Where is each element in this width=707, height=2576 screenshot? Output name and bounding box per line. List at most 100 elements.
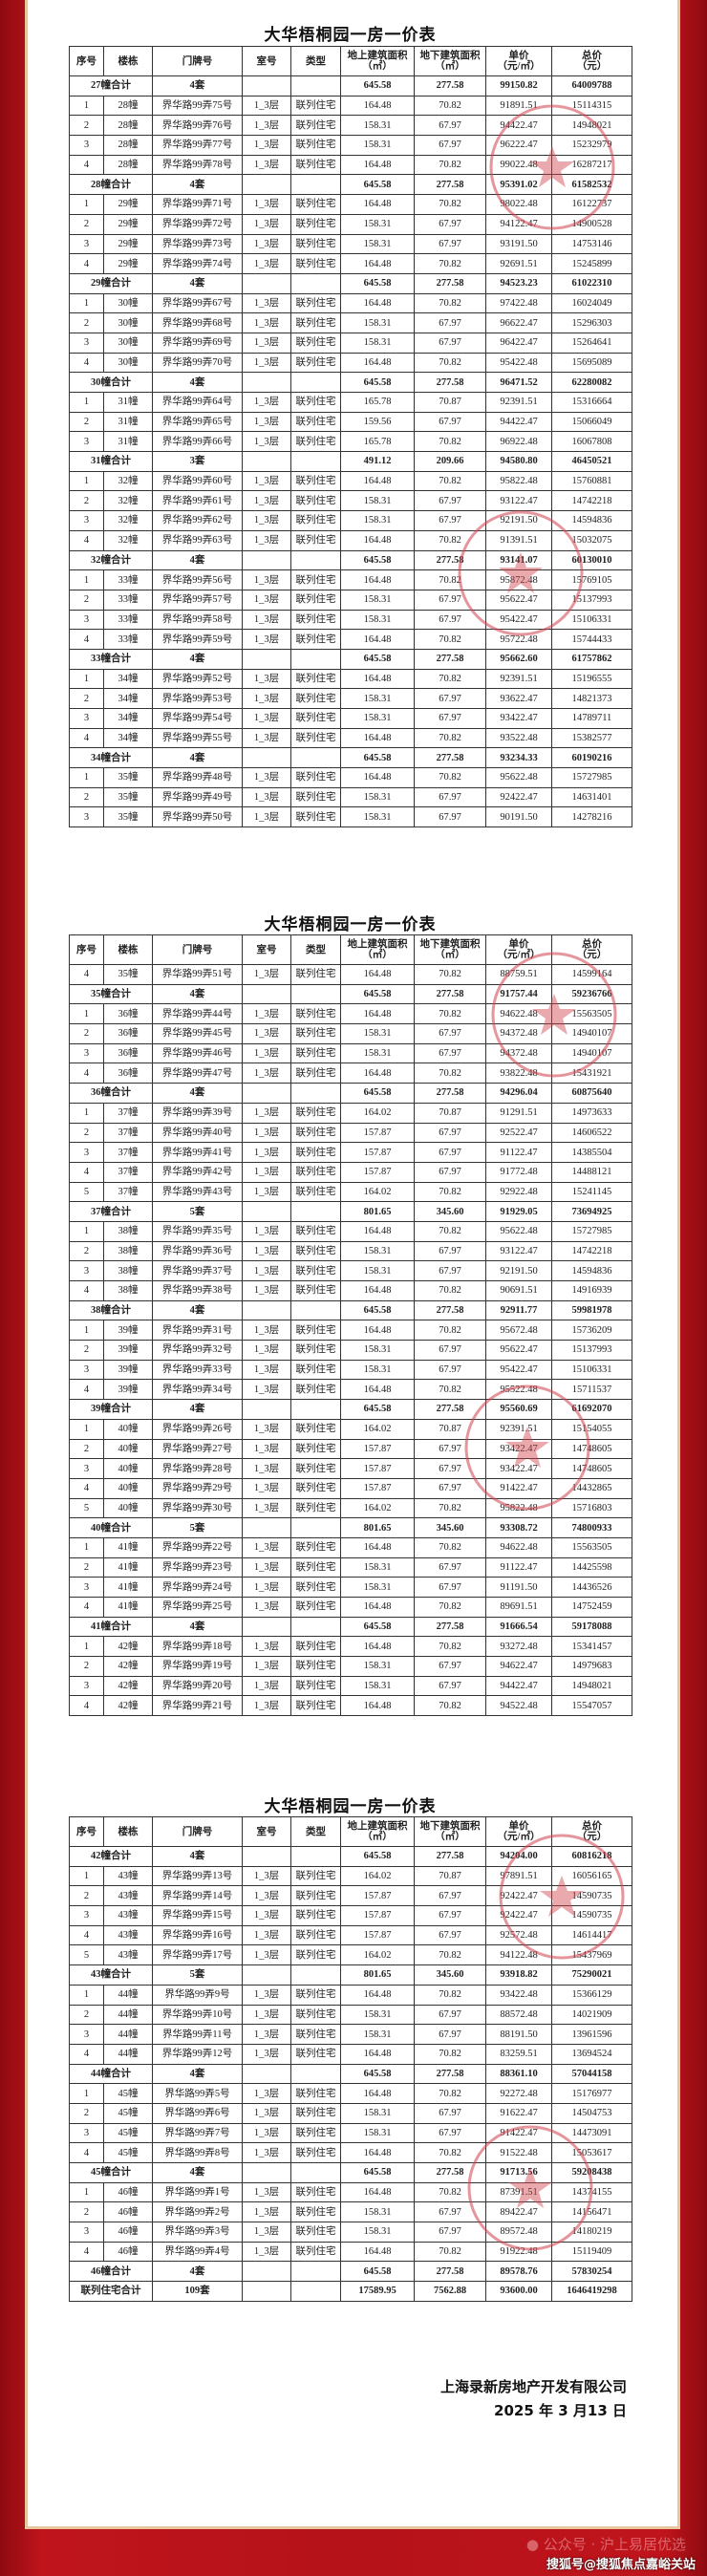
table-cell: 70.82: [414, 2083, 486, 2104]
table-cell: 联列住宅: [290, 1142, 341, 1163]
table-cell: 界华路99弄9号: [152, 1984, 243, 2006]
table-cell: 2: [69, 688, 104, 709]
column-header: 地上建筑面积 （㎡）: [340, 46, 415, 76]
table-cell: 4套: [152, 372, 243, 393]
table-cell: 92522.47: [485, 1122, 552, 1144]
table-cell: 70.82: [414, 1536, 486, 1558]
table-cell: 94204.00: [485, 1846, 552, 1867]
table-cell: 1_3层: [242, 392, 291, 413]
table-cell: 92422.47: [485, 1885, 552, 1907]
column-header: 室号: [242, 934, 291, 965]
column-header-text: 地下建筑面积: [419, 939, 481, 950]
table-cell: 164.48: [340, 1320, 415, 1342]
table-cell: 164.48: [340, 727, 415, 749]
table-cell: 1_3层: [242, 253, 291, 274]
column-header-text: 室号: [256, 944, 277, 955]
column-header: 地下建筑面积 （㎡）: [414, 46, 486, 76]
table-cell: 4: [69, 253, 104, 274]
table-cell: 94296.04: [485, 1083, 552, 1104]
table-cell: 95822.48: [485, 1497, 552, 1519]
table-cell: 4: [69, 727, 104, 749]
table-cell: 联列住宅: [290, 135, 341, 156]
table-cell: 89691.51: [485, 1597, 552, 1618]
table-cell: 1_3层: [242, 510, 291, 531]
subtotal-row: 42幢合计 4套 645.58 277.58 94204.00 60816218: [69, 1846, 632, 1867]
table-row: 4 32幢 界华路99弄63号 1_3层 联列住宅 164.48 70.82 91391.51…: [69, 529, 632, 551]
table-cell: 1_3层: [242, 1984, 291, 2006]
table-cell: 40幢: [103, 1477, 153, 1499]
table-cell: 界华路99弄68号: [152, 312, 243, 333]
table-cell: 164.48: [340, 1379, 415, 1401]
table-row: 3 39幢 界华路99弄33号 1_3层 联列住宅 158.31 67.97 95422.47…: [69, 1359, 632, 1381]
table-cell: 164.48: [340, 1003, 415, 1025]
table-cell: 29幢合计: [69, 272, 153, 294]
table-cell: 14278216: [551, 806, 632, 828]
table-row: 4 30幢 界华路99弄70号 1_3层 联列住宅 164.48 70.82 95422.48…: [69, 352, 632, 374]
table-cell: 164.48: [340, 2142, 415, 2163]
table-cell: 界华路99弄58号: [152, 609, 243, 631]
table-cell: 1_3层: [242, 1497, 291, 1519]
table-cell: [242, 75, 291, 97]
table-row: 4 46幢 界华路99弄4号 1_3层 联列住宅 164.48 70.82 91922.48 1…: [69, 2241, 632, 2263]
table-cell: 67.97: [414, 1240, 486, 1262]
table-row: 3 28幢 界华路99弄77号 1_3层 联列住宅 158.31 67.97 96222.47…: [69, 135, 632, 156]
table-row: 2 46幢 界华路99弄2号 1_3层 联列住宅 158.31 67.97 89422.47 1…: [69, 2201, 632, 2223]
table-cell: 4: [69, 2241, 104, 2263]
header-row: 序号 楼栋 门牌号 室号 类型 地上建筑面积 （㎡） 地下建筑面积 （㎡） 单价 （元/㎡） 总价 （元…: [69, 46, 632, 76]
table-cell: 3: [69, 806, 104, 828]
table-cell: 1_3层: [242, 708, 291, 729]
table-cell: 89422.47: [485, 2201, 552, 2223]
column-header: 单价 （元/㎡）: [485, 934, 552, 965]
table-cell: 32幢: [103, 470, 153, 492]
table-cell: 41幢合计: [69, 1616, 153, 1638]
table-cell: 96922.48: [485, 431, 552, 453]
table-cell: 界华路99弄38号: [152, 1280, 243, 1301]
table-cell: 1_3层: [242, 1122, 291, 1144]
table-cell: 164.48: [340, 95, 415, 117]
table-cell: 158.31: [340, 1656, 415, 1677]
table-cell: 61692070: [551, 1399, 632, 1420]
table-cell: 67.97: [414, 2122, 486, 2144]
table-cell: 联列住宅: [290, 292, 341, 314]
table-cell: 158.31: [340, 2201, 415, 2223]
table-cell: 67.97: [414, 1924, 486, 1946]
table-cell: 70.82: [414, 292, 486, 314]
table-cell: 1: [69, 194, 104, 215]
table-cell: 67.97: [414, 708, 486, 729]
table-cell: 4: [69, 1280, 104, 1301]
table-cell: 70.82: [414, 2043, 486, 2065]
table-cell: 158.31: [340, 312, 415, 333]
table-cell: 联列住宅: [290, 411, 341, 433]
table-cell: 联列住宅: [290, 1181, 341, 1203]
table-cell: 31幢合计: [69, 451, 153, 472]
column-header-text: 单价: [508, 939, 529, 950]
subtotal-row: 45幢合计 4套 645.58 277.58 91713.56 59208438: [69, 2162, 632, 2183]
sohu-watermark: 搜狐号@搜狐焦点嘉峪关站: [546, 2558, 696, 2572]
table-cell: 67.97: [414, 688, 486, 709]
table-cell: 158.31: [340, 1577, 415, 1598]
table-cell: 96471.52: [485, 372, 552, 393]
table-cell: 91622.47: [485, 2102, 552, 2124]
table-cell: 37幢: [103, 1102, 153, 1124]
table-cell: 91891.51: [485, 95, 552, 117]
table-cell: 1_3层: [242, 1477, 291, 1499]
table-cell: 14374155: [551, 2181, 632, 2203]
subtotal-row: 35幢合计 4套 645.58 277.58 91757.44 59236766: [69, 983, 632, 1005]
table-cell: 15366129: [551, 1984, 632, 2006]
column-header-text: 地上建筑面积: [347, 51, 408, 61]
table-cell: 联列住宅: [290, 629, 341, 650]
table-cell: 60875640: [551, 1083, 632, 1104]
table-cell: [242, 648, 291, 670]
column-header: 门牌号: [152, 46, 243, 76]
table-cell: 91772.48: [485, 1161, 552, 1183]
table-cell: 42幢: [103, 1636, 153, 1658]
table-cell: 95622.47: [485, 589, 552, 611]
table-cell: 15232979: [551, 135, 632, 156]
table-cell: 32幢合计: [69, 549, 153, 571]
table-cell: 36幢: [103, 1003, 153, 1025]
table-cell: 联列住宅: [290, 194, 341, 215]
table-cell: 1_3层: [242, 767, 291, 788]
table-cell: 164.48: [340, 1597, 415, 1618]
table-cell: 37幢合计: [69, 1201, 153, 1222]
table-cell: 14436526: [551, 1577, 632, 1598]
